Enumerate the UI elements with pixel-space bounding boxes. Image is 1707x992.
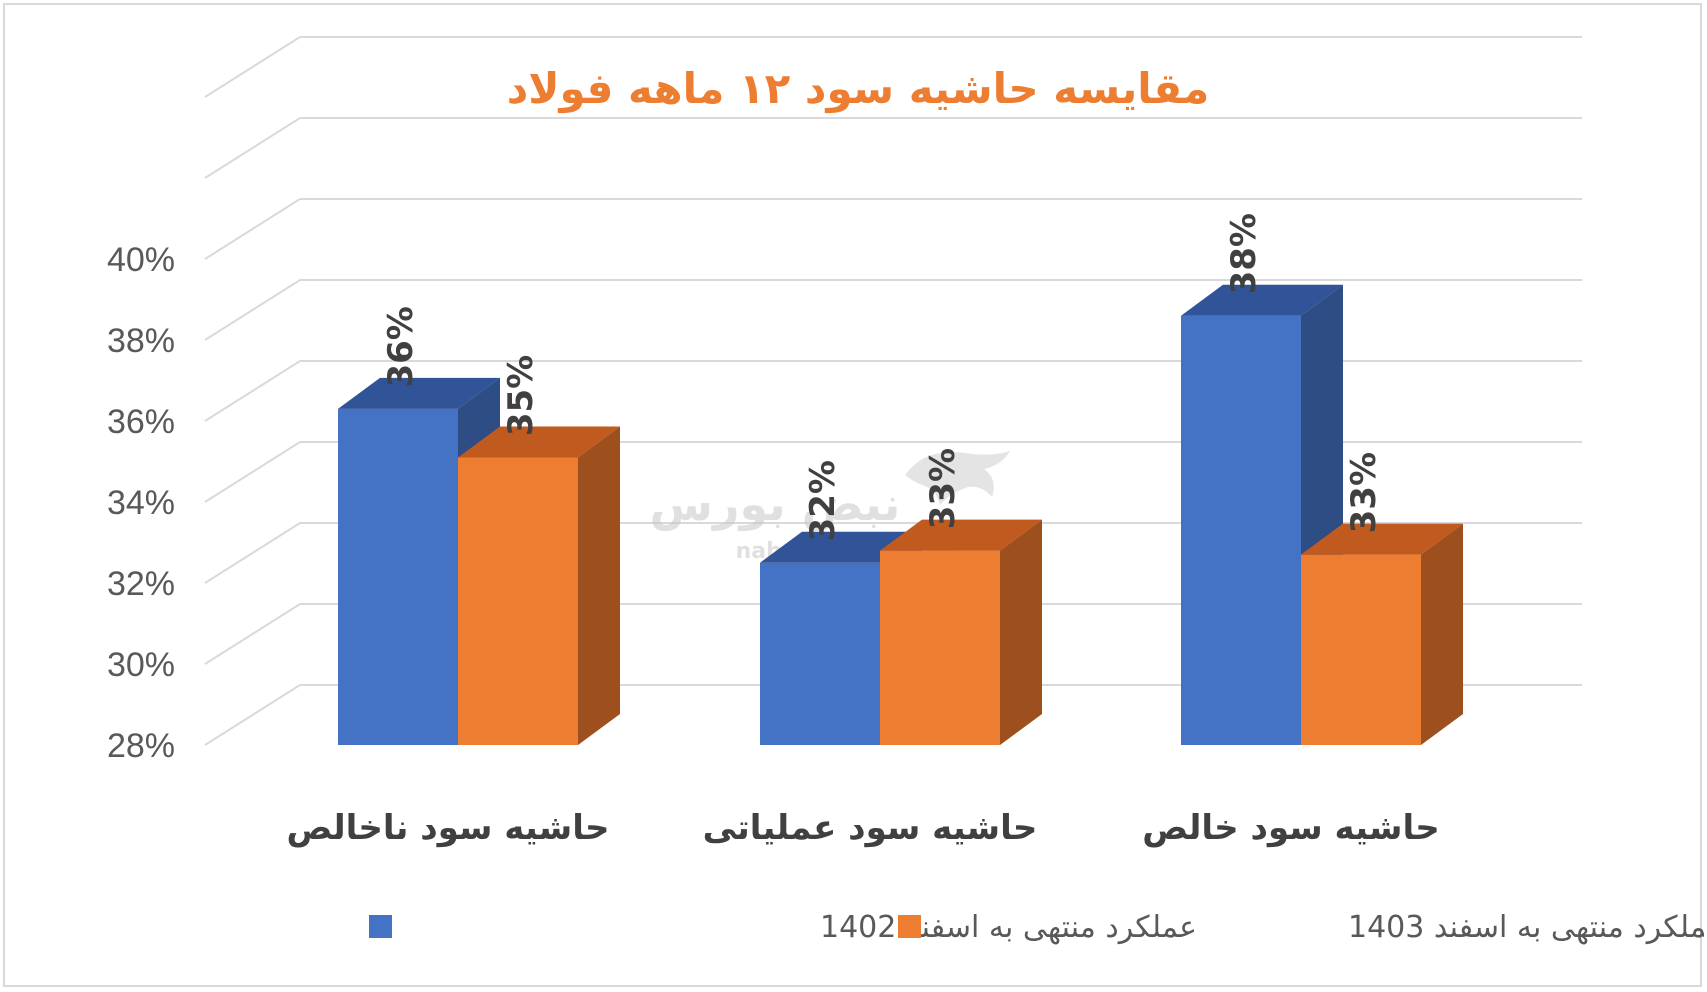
gridline-diagonal (204, 441, 301, 503)
y-axis-ticks: 28% 30% 32% 34% 36% 38% 40% (107, 241, 175, 765)
y-tick-label: 34% (107, 484, 175, 522)
data-label: 35% (501, 355, 541, 436)
gridline-diagonal (204, 360, 301, 422)
bars-layer (338, 284, 1463, 745)
y-tick-label: 28% (107, 727, 175, 765)
legend-swatch (369, 915, 392, 938)
legend-label: عملکرد منتهی به اسفند 1402 (820, 910, 1197, 945)
bar-front (338, 408, 458, 745)
data-label: 36% (381, 306, 421, 387)
bar-top (458, 426, 620, 458)
data-label: 38% (1224, 213, 1264, 294)
watermark-logo-text: نبض بورس (650, 477, 901, 531)
y-tick-label: 30% (107, 646, 175, 684)
data-label: 32% (803, 460, 843, 541)
bull-icon (905, 451, 1010, 505)
y-tick-label: 38% (107, 322, 175, 360)
bar-top (880, 519, 1042, 551)
legend-label: عملکرد منتهی به اسفند 1403 (1348, 910, 1704, 945)
legend-swatch (898, 915, 921, 938)
bar-top (1301, 523, 1463, 555)
data-label: 33% (923, 448, 963, 529)
bar-front (1301, 554, 1421, 745)
bar-top (338, 377, 500, 409)
category-label: حاشیه سود عملیاتی (703, 808, 1038, 848)
y-tick-label: 40% (107, 241, 175, 279)
bar-front (760, 562, 880, 745)
bar-side (1000, 519, 1042, 745)
bar-front (1181, 315, 1301, 745)
bar-side (578, 426, 620, 745)
bar-front (880, 550, 1000, 745)
chart-title: مقایسه حاشیه سود ۱۲ ماهه فولاد (507, 64, 1210, 114)
gridline-diagonal (204, 36, 301, 98)
gridline-diagonal (204, 684, 301, 746)
data-label: 33% (1344, 452, 1384, 533)
gridline-diagonal (204, 603, 301, 665)
legend: عملکرد منتهی به اسفند 1402 عملکرد منتهی ب… (369, 910, 1704, 945)
gridline-diagonal (204, 198, 301, 260)
y-tick-label: 32% (107, 565, 175, 603)
x-axis-categories: حاشیه سود ناخالص حاشیه سود عملیاتی حاشیه س… (286, 808, 1439, 848)
chart-canvas: مقایسه حاشیه سود ۱۲ ماهه فولاد نبض بورس … (107, 36, 1704, 945)
bar-front (458, 457, 578, 745)
bar-side (1421, 523, 1463, 745)
data-labels-layer: 36% 35% 32% 33% 38% 33% (381, 213, 1384, 541)
y-tick-label: 36% (107, 403, 175, 441)
category-label: حاشیه سود ناخالص (286, 808, 609, 848)
gridline-diagonal (204, 522, 301, 584)
gridline-diagonal (204, 279, 301, 341)
chart-frame: مقایسه حاشیه سود ۱۲ ماهه فولاد نبض بورس … (3, 3, 1704, 987)
gridline-diagonal (204, 117, 301, 179)
category-label: حاشیه سود خالص (1142, 808, 1440, 848)
bar-top (1181, 284, 1343, 316)
